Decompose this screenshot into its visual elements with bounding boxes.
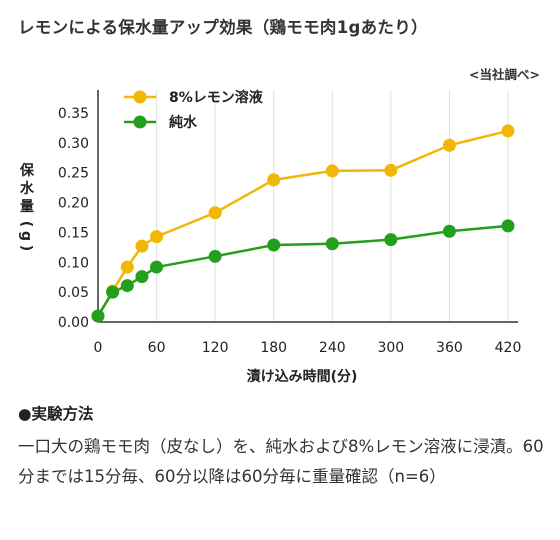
data-point-1-3 <box>135 270 149 284</box>
y-ticks: 0.00 0.05 0.10 0.15 0.20 0.25 0.30 0.35 <box>58 106 89 331</box>
y-tick-label: 0.00 <box>58 315 89 331</box>
data-point-0-7 <box>325 164 339 178</box>
data-point-0-9 <box>442 138 456 152</box>
data-point-1-4 <box>150 260 164 274</box>
y-axis-label-char: 保 <box>19 162 35 179</box>
data-point-1-10 <box>501 219 515 233</box>
x-ticks: 0 60 120 180 240 300 360 420 <box>94 340 522 356</box>
y-axis-label-char: ) <box>18 245 34 251</box>
y-tick-label: 0.35 <box>58 106 89 122</box>
data-point-1-8 <box>384 233 398 247</box>
y-tick-label: 0.25 <box>58 166 89 182</box>
y-axis-label-char: ( <box>18 221 34 227</box>
y-tick-label: 0.10 <box>58 255 89 271</box>
x-tick-label: 420 <box>495 340 522 356</box>
series-layer <box>91 124 515 323</box>
axes <box>97 90 518 323</box>
line-chart: 0 60 120 180 240 300 360 420 0.000.050.100.150.… <box>18 89 522 385</box>
method-description: 一口大の鶏モモ肉（皮なし）を、純水および8%レモン溶液に浸漬。60分までは15分… <box>18 437 544 486</box>
legend-label-0: 8%レモン溶液 <box>169 89 264 106</box>
x-tick-label: 180 <box>260 340 287 356</box>
data-point-1-9 <box>442 224 456 238</box>
series-line-0 <box>96 129 509 317</box>
data-point-1-5 <box>208 249 222 263</box>
data-point-1-7 <box>325 237 339 251</box>
y-axis-label: 保水量 ( g) <box>18 162 35 251</box>
chart-title: レモンによる保水量アップ効果（鶏モモ肉1gあたり） <box>18 18 428 37</box>
data-point-0-10 <box>501 124 515 138</box>
data-point-1-0 <box>91 309 105 323</box>
y-tick-label: 0.15 <box>58 225 89 241</box>
data-point-0-4 <box>150 230 164 244</box>
y-tick-label: 0.20 <box>58 196 89 212</box>
data-point-1-6 <box>267 238 281 252</box>
data-point-0-3 <box>135 239 149 253</box>
legend-swatch-marker-0 <box>133 90 147 104</box>
gridlines <box>156 90 509 322</box>
y-axis-label-char: 量 <box>20 199 34 215</box>
data-point-0-2 <box>120 260 134 274</box>
method-heading: ●実験方法 <box>18 405 94 423</box>
x-tick-label: 360 <box>436 340 463 356</box>
data-point-0-8 <box>384 163 398 177</box>
x-tick-label: 60 <box>148 340 166 356</box>
x-tick-label: 120 <box>202 340 229 356</box>
data-point-1-2 <box>120 279 134 293</box>
x-tick-label: 240 <box>319 340 346 356</box>
source-note: <当社調べ> <box>469 67 540 82</box>
x-axis-label: 漬け込み時間(分) <box>247 368 358 385</box>
data-point-1-1 <box>106 285 120 299</box>
data-point-0-5 <box>208 206 222 220</box>
x-tick-label: 0 <box>94 340 103 356</box>
y-axis-label-char: 水 <box>20 180 35 197</box>
y-tick-label: 0.30 <box>58 136 89 152</box>
legend-label-1: 純水 <box>169 114 198 131</box>
y-axis-label-char: g <box>18 231 34 241</box>
data-point-0-6 <box>267 173 281 187</box>
legend-swatch-marker-1 <box>133 115 147 129</box>
x-tick-label: 300 <box>377 340 404 356</box>
y-tick-label: 0.05 <box>58 285 89 301</box>
